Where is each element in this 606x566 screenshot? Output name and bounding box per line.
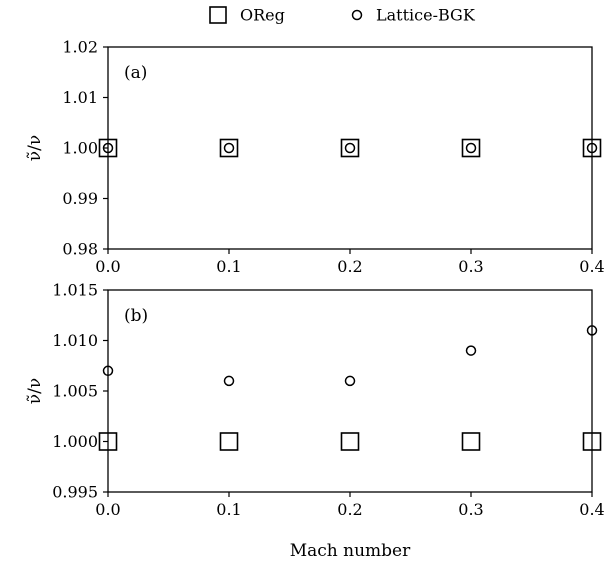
point-oreg bbox=[98, 432, 118, 451]
point-oreg bbox=[219, 138, 239, 158]
panel-a: 0.0 0.1 0.2 0.3 0.4 0.98 0.99 1.00 1.01 1.02 ν̃/ν (… bbox=[25, 38, 605, 277]
x-axis-label: Mach number bbox=[290, 541, 411, 561]
point-oreg bbox=[461, 432, 481, 451]
point-oreg bbox=[582, 432, 602, 451]
y-tick-label: 1.01 bbox=[62, 88, 98, 107]
y-tick-label: 1.015 bbox=[52, 281, 98, 300]
y-tick-label: 0.99 bbox=[62, 189, 98, 208]
point-oreg bbox=[340, 432, 360, 451]
y-tick-label: 0.995 bbox=[52, 483, 98, 502]
x-tick-label: 0.0 bbox=[95, 500, 120, 519]
x-tick-label: 0.2 bbox=[337, 500, 362, 519]
panel-label: (b) bbox=[124, 306, 148, 326]
y-tick-label: 1.02 bbox=[62, 38, 98, 57]
legend: OReg Lattice-BGK bbox=[209, 6, 476, 25]
point-oreg bbox=[219, 432, 239, 451]
y-tick-label: 0.98 bbox=[62, 240, 98, 259]
point-oreg bbox=[340, 138, 360, 158]
point-lattice-bgk bbox=[223, 375, 235, 387]
y-tick-label: 1.005 bbox=[52, 382, 98, 401]
panel-b: 0.0 0.1 0.2 0.3 0.4 0.995 1.000 1.005 1.010 1.015… bbox=[25, 281, 605, 520]
plot-frame bbox=[107, 46, 593, 250]
x-tick-label: 0.2 bbox=[337, 257, 362, 276]
x-tick-label: 0.4 bbox=[579, 257, 604, 276]
point-lattice-bgk bbox=[586, 325, 598, 336]
x-tick-label: 0.1 bbox=[216, 257, 241, 276]
y-tick-label: 1.000 bbox=[52, 432, 98, 451]
point-lattice-bgk bbox=[465, 142, 477, 154]
point-lattice-bgk bbox=[223, 142, 235, 154]
plot-frame bbox=[107, 289, 593, 493]
point-lattice-bgk bbox=[102, 142, 114, 154]
point-lattice-bgk bbox=[102, 365, 114, 377]
x-tick-label: 0.0 bbox=[95, 257, 120, 276]
point-lattice-bgk bbox=[344, 142, 356, 154]
point-oreg bbox=[461, 138, 481, 158]
point-oreg bbox=[98, 138, 118, 158]
point-lattice-bgk bbox=[586, 142, 598, 154]
point-lattice-bgk bbox=[344, 375, 356, 387]
legend-label: OReg bbox=[240, 6, 285, 25]
legend-label: Lattice-BGK bbox=[376, 6, 476, 25]
y-tick-label: 1.00 bbox=[62, 139, 98, 158]
legend-marker-oreg bbox=[209, 6, 227, 24]
point-lattice-bgk bbox=[465, 345, 477, 356]
x-tick-label: 0.1 bbox=[216, 500, 241, 519]
panel-label: (a) bbox=[124, 63, 147, 83]
legend-marker-lattice-bgk bbox=[351, 9, 363, 21]
x-tick-label: 0.3 bbox=[458, 500, 483, 519]
x-tick-label: 0.4 bbox=[579, 500, 604, 519]
y-axis-label: ν̃/ν bbox=[25, 378, 45, 404]
x-tick-label: 0.3 bbox=[458, 257, 483, 276]
point-oreg bbox=[582, 138, 602, 158]
y-axis-label: ν̃/ν bbox=[25, 135, 45, 161]
y-tick-label: 1.010 bbox=[52, 331, 98, 350]
